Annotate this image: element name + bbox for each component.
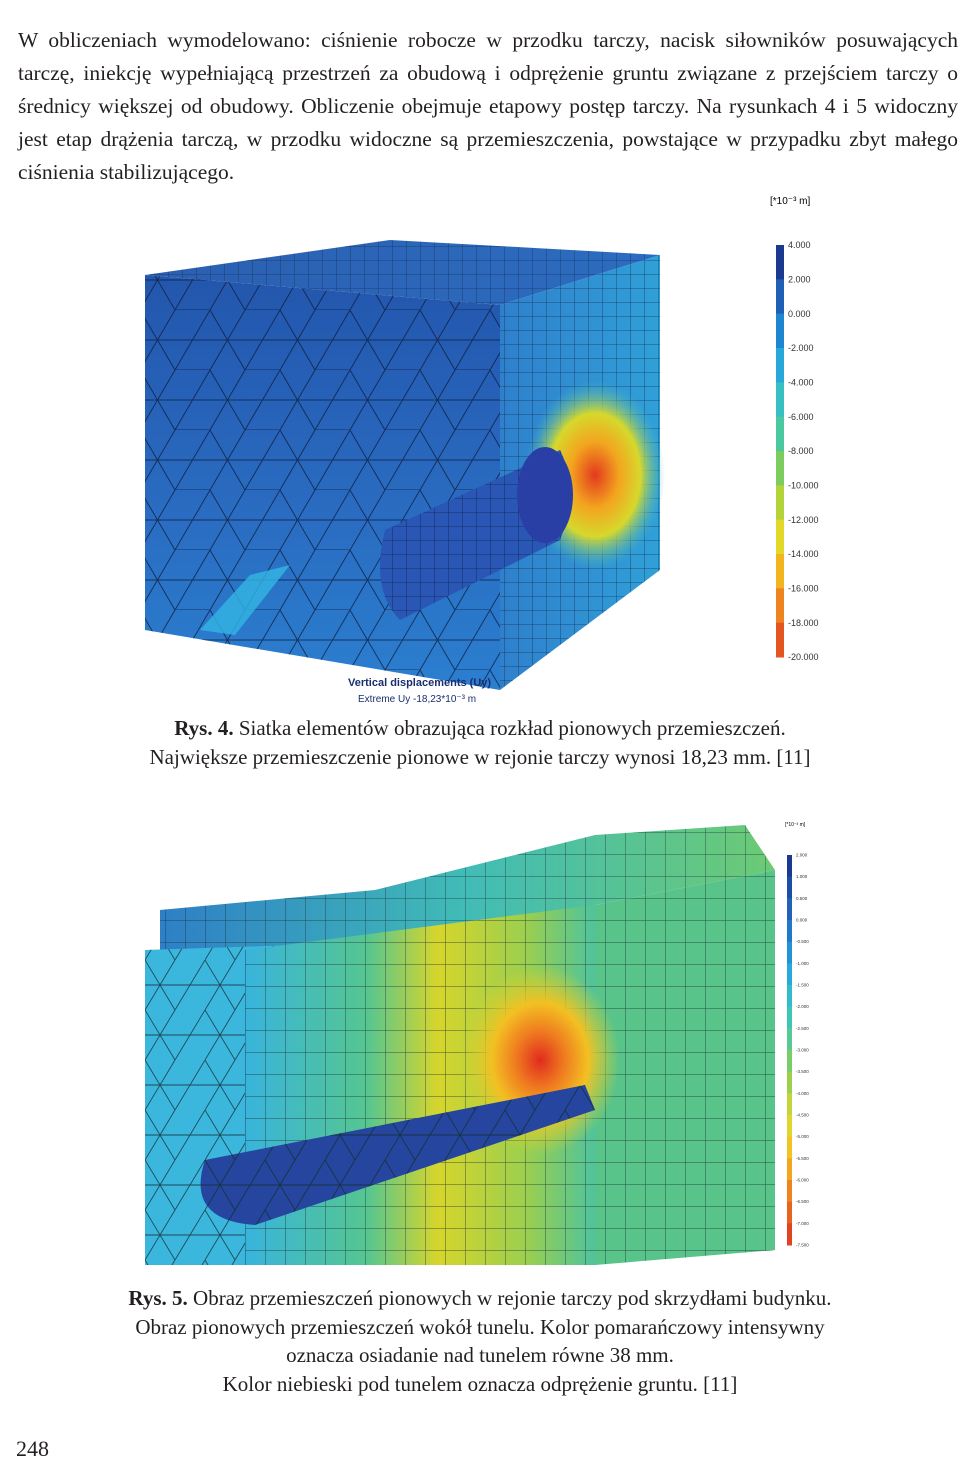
scale-tick-label: -18.000	[788, 618, 819, 628]
scale-tick-label: -4.000	[796, 1091, 809, 1096]
figure-4-title: Vertical displacements (Uy)	[348, 677, 491, 689]
scale-color-band	[787, 941, 792, 964]
figure-5-caption: Rys. 5. Obraz przemieszczeń pionowych w …	[0, 1284, 960, 1398]
figure-5-caption-line-1: Obraz przemieszczeń pionowych w rejonie …	[193, 1286, 832, 1310]
scale-tick-label: -6.000	[796, 1178, 809, 1183]
scale-tick-label: -7.000	[796, 1221, 809, 1226]
scale-tick-label: -4.000	[788, 377, 814, 387]
figure-5-caption-line-2: Obraz pionowych przemieszczeń wokół tune…	[135, 1314, 825, 1339]
scale-color-band	[787, 1006, 792, 1029]
scale-color-band	[787, 1093, 792, 1116]
scale-color-band	[776, 451, 784, 486]
scale-tick-label: -7.500	[796, 1243, 809, 1248]
scale-color-band	[787, 1136, 792, 1159]
scale-color-band	[787, 876, 792, 899]
scale-tick-label: -6.500	[796, 1199, 809, 1204]
scale-color-band	[776, 416, 784, 452]
figure-5: [*10⁻³ m] 2.000 1.000 0.500 0.000 -0.500 -1.0…	[145, 810, 825, 1270]
scale-tick-label: -1.000	[796, 961, 809, 966]
figure-5-unit-label: [*10⁻³ m]	[785, 822, 806, 828]
scale-tick-label: -16.000	[788, 583, 819, 593]
figure-5-color-scale: 2.000 1.000 0.500 0.000 -0.500 -1.000 -1.500 -2…	[787, 853, 809, 1248]
scale-tick-label: -20.000	[788, 652, 819, 662]
scale-color-band	[776, 245, 784, 280]
scale-color-band	[787, 1158, 792, 1181]
scale-color-band	[787, 1201, 792, 1224]
scale-color-band	[776, 622, 784, 658]
scale-color-band	[776, 485, 784, 521]
scale-tick-label: -4.500	[796, 1113, 809, 1118]
figure-4-unit-label: [*10⁻³ m]	[770, 196, 811, 207]
uplift-patch	[200, 565, 290, 635]
figure-5-image: [*10⁻³ m] 2.000 1.000 0.500 0.000 -0.500 -1.0…	[145, 822, 809, 1265]
scale-tick-label: -0.500	[796, 939, 809, 944]
scale-color-band	[787, 855, 792, 878]
figure-4-caption-line-2: Największe przemieszczenie pionowe w rej…	[149, 744, 811, 769]
page-number: 248	[16, 1436, 49, 1461]
figure-4: [*10⁻³ m] 4.000 2.000 0.000 -2.000 -4.000 -6.…	[140, 190, 840, 710]
scale-tick-label: -10.000	[788, 480, 819, 490]
scale-color-band	[787, 985, 792, 1008]
scale-color-band	[787, 898, 792, 921]
scale-tick-label: -14.000	[788, 549, 819, 559]
scale-tick-label: -12.000	[788, 515, 819, 525]
scale-color-band	[776, 588, 784, 624]
scale-color-band	[787, 920, 792, 943]
scale-tick-label: 0.000	[788, 309, 811, 319]
scale-tick-label: -3.000	[796, 1048, 809, 1053]
figure-4-extreme-value: Extreme Uy -18,23*10⁻³ m	[358, 694, 476, 705]
scale-color-band	[776, 279, 784, 315]
scale-color-band	[787, 1115, 792, 1138]
scale-color-band	[787, 1028, 792, 1051]
scale-tick-label: 4.000	[788, 240, 811, 250]
scale-tick-label: -2.000	[788, 343, 814, 353]
figure-4-caption: Rys. 4. Siatka elementów obrazująca rozk…	[0, 714, 960, 771]
scale-color-band	[787, 1180, 792, 1203]
scale-color-band	[787, 1050, 792, 1073]
scale-tick-label: -5.000	[796, 1134, 809, 1139]
scale-color-band	[776, 382, 784, 418]
figure-4-caption-line-1: Siatka elementów obrazująca rozkład pion…	[238, 716, 786, 740]
scale-color-band	[776, 554, 784, 589]
scale-tick-label: 1.000	[796, 874, 808, 879]
scale-color-band	[787, 1223, 792, 1246]
scale-tick-label: -1.500	[796, 983, 809, 988]
figure-5-caption-line-4: Kolor niebieski pod tunelem oznacza odpr…	[222, 1371, 738, 1396]
figure-4-image: [*10⁻³ m] 4.000 2.000 0.000 -2.000 -4.000 -6.…	[145, 196, 819, 705]
scale-tick-label: -6.000	[788, 412, 814, 422]
scale-tick-label: -8.000	[788, 446, 814, 456]
scale-tick-label: -5.500	[796, 1156, 809, 1161]
scale-tick-label: -2.000	[796, 1004, 809, 1009]
scale-color-band	[776, 313, 784, 349]
scale-color-band	[787, 963, 792, 986]
scale-color-band	[776, 519, 784, 555]
scale-color-band	[776, 348, 784, 383]
scale-tick-label: 0.500	[796, 896, 808, 901]
figure-4-caption-label: Rys. 4.	[174, 716, 234, 740]
scale-tick-label: 2.000	[796, 853, 808, 858]
figure-5-caption-label: Rys. 5.	[128, 1286, 188, 1310]
figure-5-caption-line-3: oznacza osiadanie nad tunelem równe 38 m…	[286, 1343, 674, 1367]
scale-tick-label: 2.000	[788, 274, 811, 284]
scale-tick-label: 0.000	[796, 918, 808, 923]
scale-color-band	[787, 1071, 792, 1094]
scale-tick-label: -3.500	[796, 1069, 809, 1074]
figure-4-color-scale: 4.000 2.000 0.000 -2.000 -4.000 -6.000 -8.000 -…	[776, 240, 819, 662]
body-paragraph: W obliczeniach wymodelowano: ciśnienie r…	[18, 27, 958, 184]
scale-tick-label: -2.500	[796, 1026, 809, 1031]
